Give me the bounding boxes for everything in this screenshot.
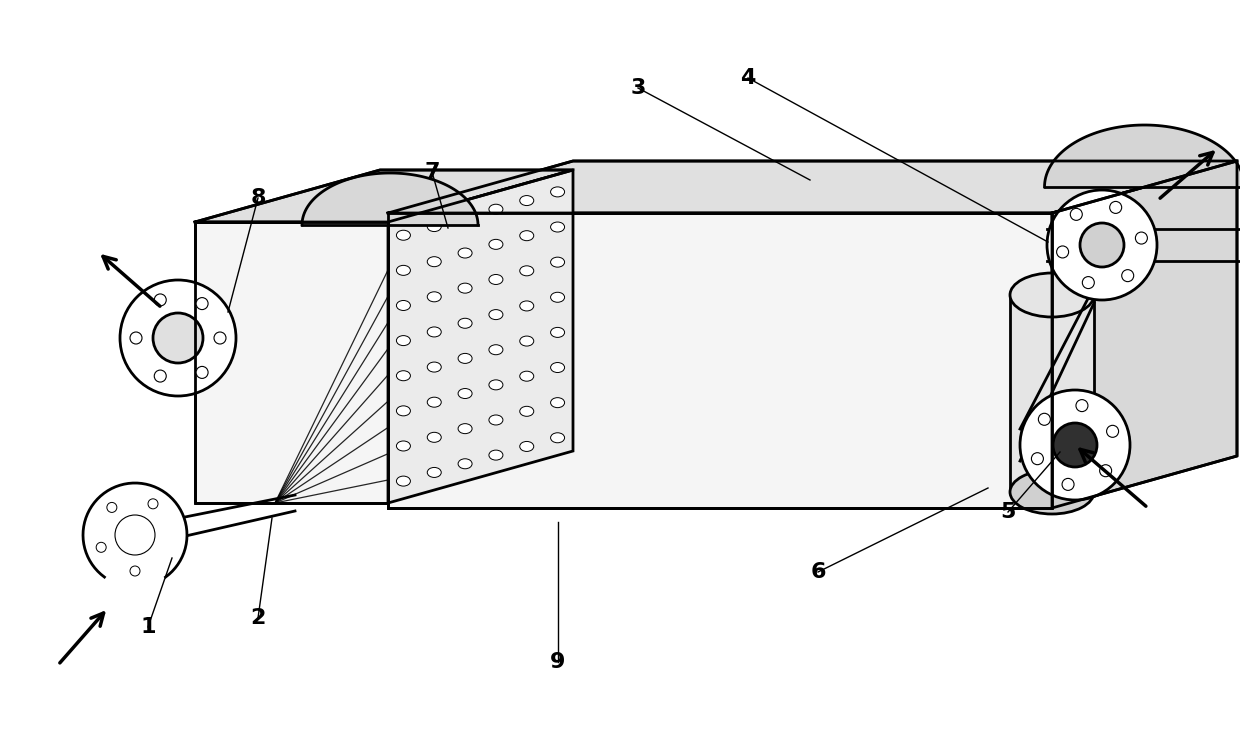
Ellipse shape — [1011, 470, 1094, 514]
Text: 6: 6 — [810, 562, 826, 582]
Ellipse shape — [489, 310, 503, 319]
Polygon shape — [388, 161, 1238, 213]
Text: 1: 1 — [140, 617, 156, 637]
Ellipse shape — [520, 266, 533, 276]
Circle shape — [1070, 208, 1083, 220]
Circle shape — [1053, 423, 1097, 467]
Circle shape — [1038, 413, 1050, 425]
Polygon shape — [1052, 161, 1238, 508]
Ellipse shape — [428, 292, 441, 302]
Ellipse shape — [458, 283, 472, 293]
Circle shape — [215, 332, 226, 344]
Circle shape — [148, 499, 157, 509]
Circle shape — [1080, 223, 1123, 267]
Polygon shape — [195, 222, 388, 503]
Circle shape — [97, 542, 107, 553]
Ellipse shape — [458, 213, 472, 223]
Text: 8: 8 — [250, 188, 265, 208]
Ellipse shape — [428, 221, 441, 232]
Circle shape — [1056, 246, 1069, 258]
Ellipse shape — [551, 257, 564, 267]
Ellipse shape — [458, 248, 472, 258]
Circle shape — [153, 313, 203, 363]
Circle shape — [1136, 232, 1147, 244]
Polygon shape — [303, 173, 477, 225]
Circle shape — [196, 297, 208, 310]
Circle shape — [1061, 479, 1074, 491]
Ellipse shape — [397, 371, 410, 381]
Ellipse shape — [397, 336, 410, 346]
Circle shape — [1047, 190, 1157, 300]
Ellipse shape — [397, 406, 410, 416]
Ellipse shape — [397, 265, 410, 276]
Circle shape — [154, 370, 166, 382]
Ellipse shape — [397, 230, 410, 240]
Circle shape — [130, 566, 140, 576]
Circle shape — [1106, 425, 1118, 437]
Circle shape — [1122, 270, 1133, 282]
Ellipse shape — [489, 345, 503, 355]
Circle shape — [1110, 202, 1122, 214]
Ellipse shape — [428, 257, 441, 267]
Ellipse shape — [397, 476, 410, 486]
Ellipse shape — [489, 275, 503, 285]
Ellipse shape — [551, 328, 564, 337]
Ellipse shape — [551, 222, 564, 232]
Ellipse shape — [458, 424, 472, 433]
Circle shape — [196, 366, 208, 378]
Circle shape — [1032, 453, 1043, 464]
Text: 7: 7 — [424, 162, 440, 182]
Ellipse shape — [489, 415, 503, 425]
Ellipse shape — [458, 459, 472, 469]
Ellipse shape — [551, 362, 564, 372]
Ellipse shape — [520, 301, 533, 311]
Circle shape — [130, 332, 143, 344]
Ellipse shape — [489, 239, 503, 249]
Ellipse shape — [551, 433, 564, 442]
Polygon shape — [388, 170, 573, 503]
Ellipse shape — [428, 327, 441, 337]
Ellipse shape — [520, 196, 533, 205]
Circle shape — [115, 515, 155, 555]
Text: 2: 2 — [250, 608, 265, 628]
Ellipse shape — [428, 362, 441, 372]
Circle shape — [1083, 276, 1095, 288]
Ellipse shape — [520, 336, 533, 346]
Ellipse shape — [428, 433, 441, 442]
Polygon shape — [1011, 295, 1094, 492]
Text: 4: 4 — [740, 68, 755, 88]
Ellipse shape — [397, 441, 410, 451]
Polygon shape — [195, 170, 573, 222]
Ellipse shape — [551, 292, 564, 302]
Ellipse shape — [489, 380, 503, 390]
Circle shape — [1100, 465, 1111, 476]
Ellipse shape — [520, 371, 533, 381]
Ellipse shape — [520, 231, 533, 241]
Ellipse shape — [458, 319, 472, 328]
Polygon shape — [1044, 125, 1240, 187]
Ellipse shape — [489, 450, 503, 460]
Polygon shape — [83, 483, 187, 577]
Circle shape — [1076, 399, 1087, 411]
Ellipse shape — [397, 300, 410, 310]
Ellipse shape — [428, 397, 441, 407]
Text: 9: 9 — [551, 652, 565, 672]
Text: 3: 3 — [630, 78, 646, 98]
Ellipse shape — [428, 467, 441, 477]
Ellipse shape — [520, 442, 533, 451]
Ellipse shape — [1011, 273, 1094, 317]
Polygon shape — [388, 213, 1052, 508]
Circle shape — [154, 294, 166, 306]
Circle shape — [120, 280, 236, 396]
Ellipse shape — [551, 187, 564, 197]
Circle shape — [1021, 390, 1130, 500]
Text: 5: 5 — [1001, 502, 1016, 522]
Ellipse shape — [489, 205, 503, 214]
Ellipse shape — [458, 353, 472, 363]
Ellipse shape — [520, 406, 533, 416]
Ellipse shape — [551, 398, 564, 408]
Ellipse shape — [458, 389, 472, 399]
Circle shape — [107, 502, 117, 513]
